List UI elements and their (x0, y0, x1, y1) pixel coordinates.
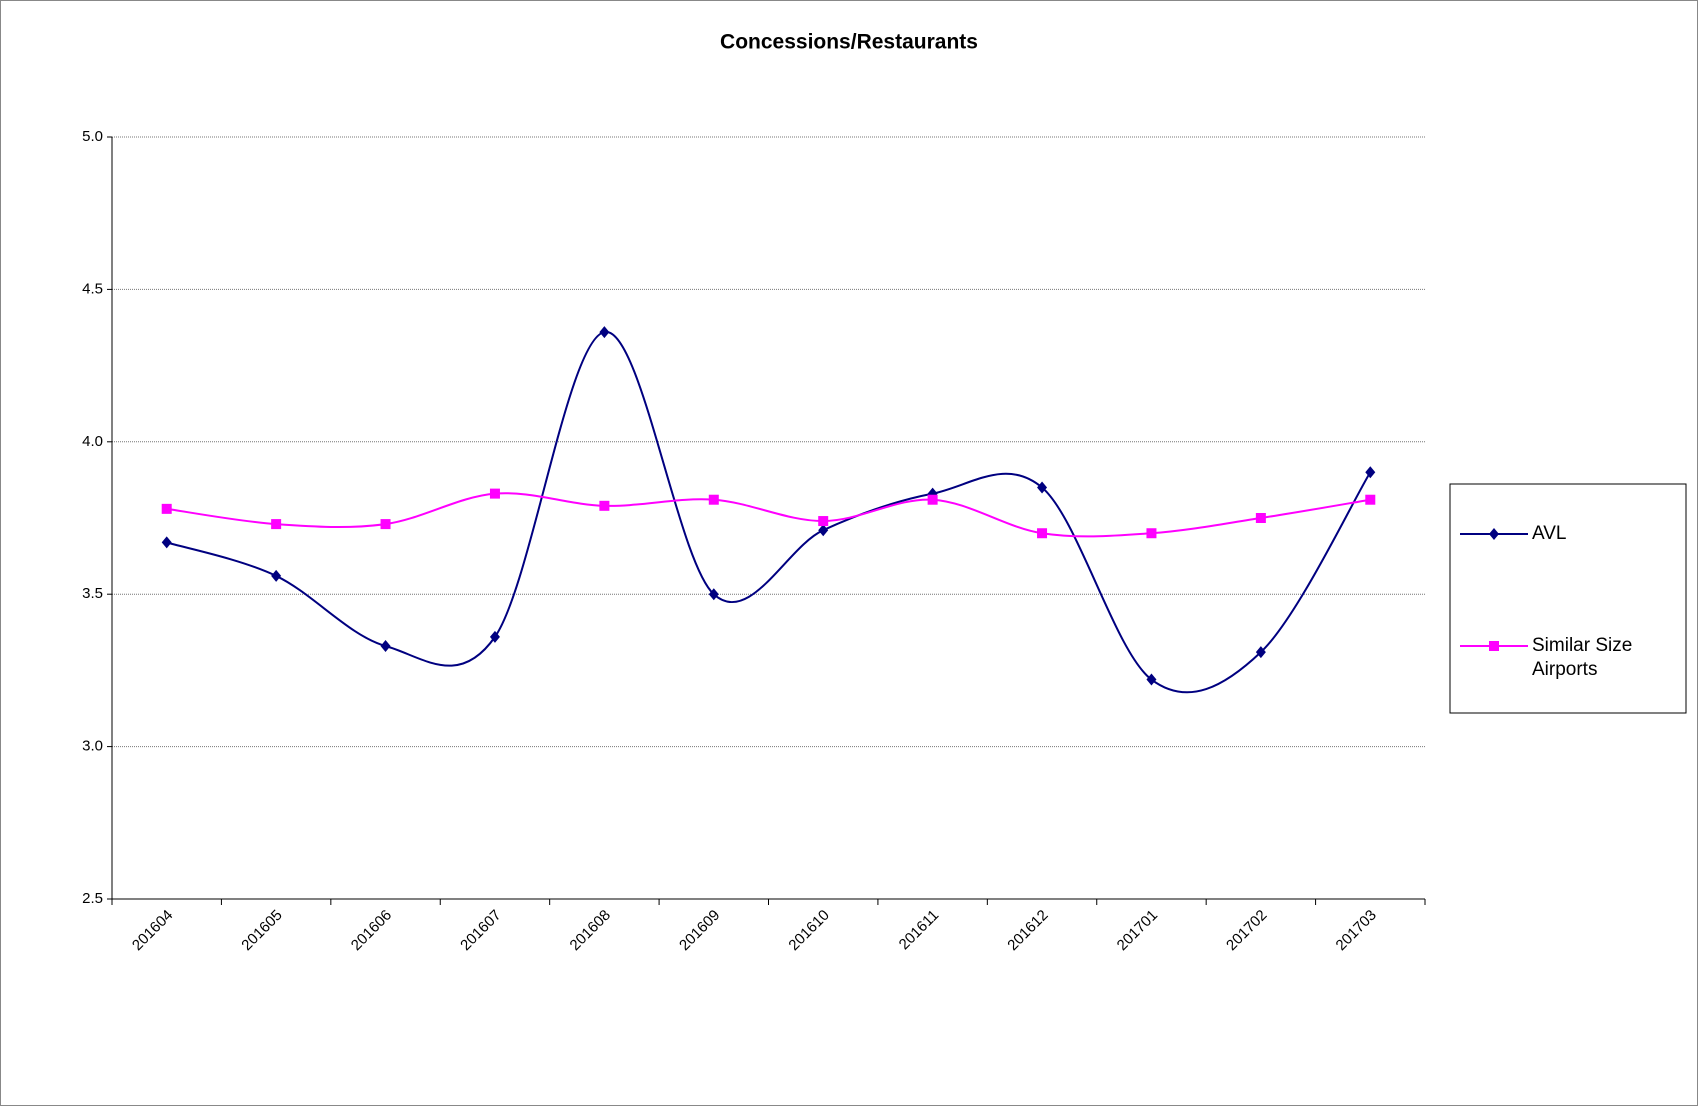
series-line (166, 331, 1372, 694)
marker (927, 494, 938, 505)
y-tick-label: 4.0 (82, 433, 103, 450)
marker (161, 536, 172, 549)
marker (599, 500, 610, 511)
marker (1255, 513, 1266, 523)
legend-label: AVL (1532, 523, 1567, 544)
legend-label-box: Similar Size Airports (1532, 635, 1633, 680)
marker (1489, 528, 1499, 540)
marker (161, 503, 172, 514)
legend-box (1449, 483, 1687, 714)
marker (708, 494, 719, 505)
chart-title: Concessions/Restaurants (720, 31, 978, 54)
marker (818, 524, 829, 537)
marker (1489, 641, 1499, 651)
marker (1146, 528, 1157, 539)
marker (818, 516, 829, 527)
series-line (166, 492, 1371, 538)
marker (1037, 528, 1048, 539)
y-tick-label: 5.0 (82, 128, 103, 145)
marker (1037, 481, 1048, 494)
marker (380, 519, 391, 530)
y-tick-label: 3.0 (82, 738, 103, 755)
marker (1365, 466, 1376, 479)
marker (271, 519, 282, 530)
marker (489, 488, 500, 499)
marker (489, 630, 500, 643)
y-tick-label: 4.5 (82, 280, 103, 297)
legend-label: Similar Size Airports (1532, 635, 1633, 680)
marker (1365, 494, 1376, 505)
marker (708, 588, 719, 601)
marker (271, 569, 282, 582)
marker (1255, 646, 1266, 659)
marker (380, 640, 391, 653)
marker (599, 326, 610, 339)
marker (1146, 673, 1157, 686)
legend-label-box: AVL (1532, 523, 1567, 544)
y-tick-label: 3.5 (82, 585, 103, 602)
y-tick-label: 2.5 (82, 890, 103, 907)
